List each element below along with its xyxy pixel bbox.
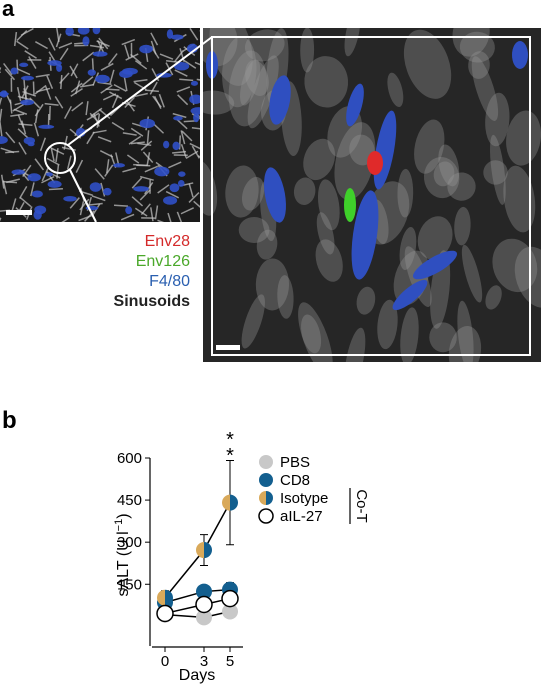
point (259, 455, 273, 469)
stain-label: Env28 (145, 233, 190, 250)
point (157, 590, 173, 606)
y-tick-label: 450 (117, 492, 142, 509)
y-axis-label-sup: −1 (113, 519, 125, 532)
y-axis-label-main: sALT (U l (115, 531, 132, 596)
y-tick-label: 600 (117, 450, 142, 467)
scale-bar (216, 345, 240, 350)
y-axis-label: sALT (U l−1) (113, 513, 132, 596)
point (259, 473, 273, 487)
legend-label: PBS (280, 454, 310, 471)
stain-label: Sinusoids (114, 293, 191, 310)
micrograph-overview (0, 25, 214, 230)
stain-label: F4/80 (149, 273, 190, 290)
x-axis-label: Days (179, 667, 215, 684)
point (196, 596, 212, 612)
legend-label: CD8 (280, 472, 310, 489)
micrograph-zoom (186, 5, 541, 391)
point (196, 542, 212, 558)
x-tick-label: 5 (226, 653, 234, 670)
point (222, 495, 238, 511)
point (259, 509, 273, 523)
legend-label: aIL-27 (280, 508, 323, 525)
stain-label: Env126 (136, 253, 190, 270)
point (157, 605, 173, 621)
scale-bar (6, 210, 32, 215)
x-tick-label: 0 (161, 653, 169, 670)
point (222, 591, 238, 607)
legend-label: Isotype (280, 490, 328, 507)
bracket-label: Co-T (353, 489, 370, 522)
stain-legend: Env28 Env126 F4/80 Sinusoids (114, 233, 191, 310)
panel-label: b (2, 407, 17, 434)
y-axis-label-end: ) (115, 513, 132, 518)
point (259, 491, 273, 505)
panel-label: a (2, 0, 15, 21)
